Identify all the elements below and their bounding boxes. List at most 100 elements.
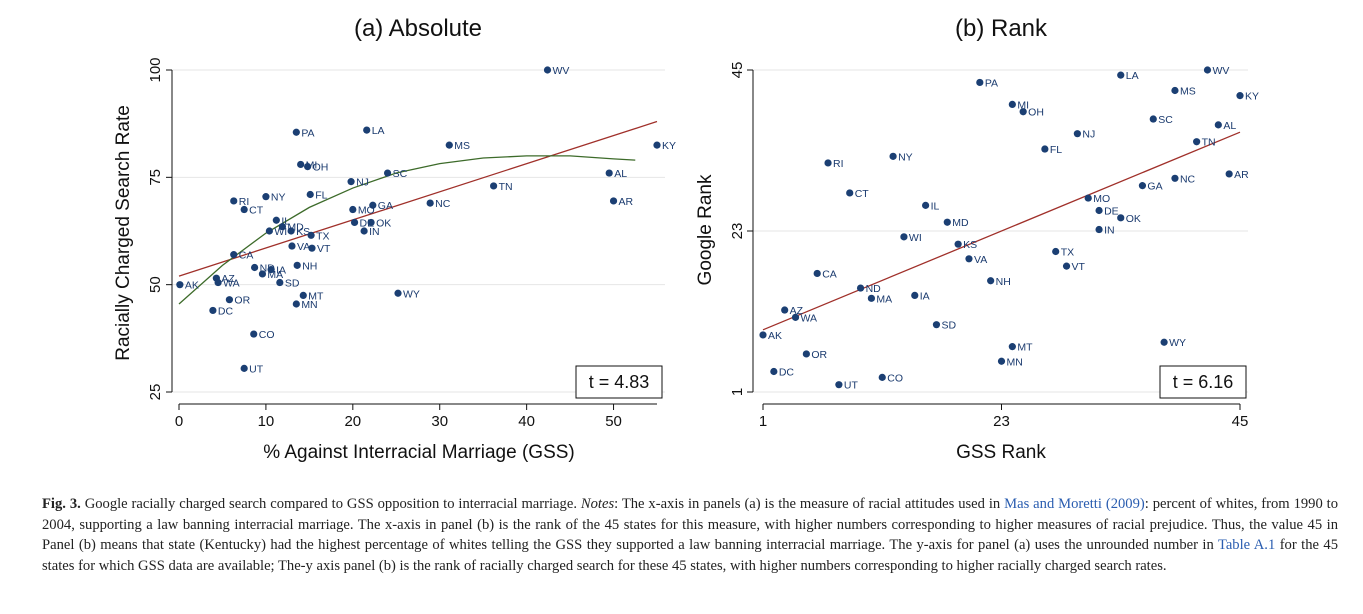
data-point-marker (987, 277, 995, 285)
data-point-marker (943, 218, 951, 226)
data-point-label: FL (1050, 144, 1062, 156)
data-point-marker (299, 291, 307, 299)
data-point-marker (1019, 108, 1027, 116)
panel-b-point-tx: TX (1052, 246, 1074, 258)
panel-a-point-ca: CA (230, 250, 253, 262)
panel-a-point-nh: NH (293, 260, 317, 272)
panel-a-point-ct: CT (240, 205, 264, 217)
panel-a-x-tick-label: 10 (258, 413, 275, 430)
panel-a-point-va: VA (288, 241, 310, 253)
data-point-label: AR (1234, 169, 1249, 181)
data-point-label: OR (811, 349, 827, 361)
panel-b-point-de: DE (1095, 206, 1119, 218)
data-point-label: DE (1104, 206, 1119, 218)
data-point-label: WI (909, 232, 922, 244)
panel-b-point-al: AL (1214, 120, 1236, 132)
data-point-marker (297, 160, 305, 169)
panel-b-y-tick-label: 23 (729, 223, 746, 240)
data-point-marker (932, 321, 941, 329)
panel-b-x-tick-label: 45 (1232, 413, 1249, 430)
citation-link-mas-moretti[interactable]: Mas and Moretti (2009) (1004, 496, 1145, 512)
panel-b-title: (b) Rank (955, 15, 1048, 42)
data-point-marker (258, 270, 267, 278)
panel-b-point-wy: WY (1160, 337, 1186, 349)
data-point-marker (1138, 182, 1147, 190)
data-point-marker (394, 289, 402, 297)
caption-text-1: Google racially charged search compared … (80, 496, 581, 512)
data-point-label: MA (876, 293, 892, 305)
data-point-label: UT (249, 363, 264, 375)
data-point-marker (759, 331, 767, 339)
panel-a-point-ok: OK (367, 217, 391, 229)
data-point-marker (1171, 86, 1179, 95)
panel-a-point-mt: MT (299, 290, 324, 302)
panel-b-point-az: AZ (781, 305, 804, 317)
panel-b-point-ny: NY (889, 151, 913, 163)
panel-a-point-fl: FL (306, 190, 328, 202)
data-point-label: WV (552, 65, 569, 77)
panel-a-y-tick-label: 50 (147, 276, 164, 293)
data-point-label: VT (1072, 261, 1086, 273)
panel-a-point-wv: WV (543, 65, 569, 77)
data-point-marker (1214, 121, 1222, 129)
panel-b-point-sc: SC (1149, 114, 1173, 126)
data-point-label: RI (833, 158, 844, 170)
data-point-label: IN (369, 226, 380, 238)
data-point-marker (609, 197, 618, 205)
panel-b-point-or: OR (802, 349, 828, 361)
data-point-label: SD (941, 320, 956, 332)
panel-b-point-mt: MT (1008, 342, 1033, 354)
data-point-label: CT (855, 188, 870, 200)
data-point-marker (1117, 214, 1125, 222)
panel-b-point-ky: KY (1236, 91, 1259, 103)
data-point-label: VA (974, 254, 987, 266)
data-point-label: LA (372, 125, 385, 137)
panel-a-point-ks: KS (287, 226, 310, 238)
data-point-label: AZ (790, 305, 804, 317)
panel-a-point-ia: IA (267, 265, 286, 277)
data-point-marker (349, 205, 357, 214)
data-point-label: UT (844, 380, 859, 392)
data-point-label: TX (1061, 246, 1074, 258)
panel-a-y-tick-label: 100 (147, 57, 164, 82)
table-a1-link[interactable]: Table A.1 (1217, 537, 1276, 553)
panel-b-point-md: MD (943, 217, 969, 229)
panel-b-point-wa: WA (791, 312, 817, 324)
panel-b-point-oh: OH (1019, 107, 1044, 119)
data-point-marker (350, 218, 359, 227)
data-point-marker (1073, 130, 1081, 138)
panel-b-point-ca: CA (813, 268, 837, 280)
panel-a-point-or: OR (225, 295, 251, 307)
panel-a-point-nc: NC (426, 198, 451, 210)
panel-a-point-il: IL (272, 215, 290, 227)
caption-figure-label: Fig. 3. (42, 496, 81, 512)
data-point-marker (304, 163, 312, 171)
panel-b-point-ak: AK (759, 330, 782, 342)
data-point-label: NH (996, 276, 1011, 288)
data-point-marker (490, 182, 498, 190)
panel-b-point-nh: NH (987, 276, 1011, 288)
panel-a-point-mi: MI (297, 159, 317, 171)
caption-text-4: for the 45 states for which GSS data are… (42, 537, 1339, 574)
panel-a-point-dc: DC (209, 305, 233, 317)
panel-b-point-sd: SD (932, 320, 956, 332)
panel-a-x-tick-label: 40 (518, 413, 535, 430)
data-point-label: DC (218, 305, 234, 317)
data-point-marker (306, 190, 314, 199)
data-point-label: MN (301, 299, 317, 311)
figure-caption: Fig. 3. Google racially charged search c… (42, 494, 1338, 576)
panel-a-point-nj: NJ (347, 177, 369, 189)
panel-a-x-axis-label: % Against Interracial Marriage (GSS) (263, 442, 575, 463)
data-point-label: SD (285, 278, 300, 290)
panel-a-point-ms: MS (445, 140, 470, 152)
data-point-label: CO (887, 372, 903, 384)
data-point-marker (976, 78, 984, 87)
data-point-label: MT (308, 290, 324, 302)
data-point-marker (900, 233, 908, 241)
panel-a-point-tx: TX (307, 230, 330, 242)
data-point-label: KS (963, 239, 977, 251)
data-point-label: NJ (1082, 129, 1095, 141)
data-point-marker (1236, 92, 1244, 100)
data-point-label: WY (1169, 337, 1186, 349)
data-point-marker (846, 189, 854, 197)
